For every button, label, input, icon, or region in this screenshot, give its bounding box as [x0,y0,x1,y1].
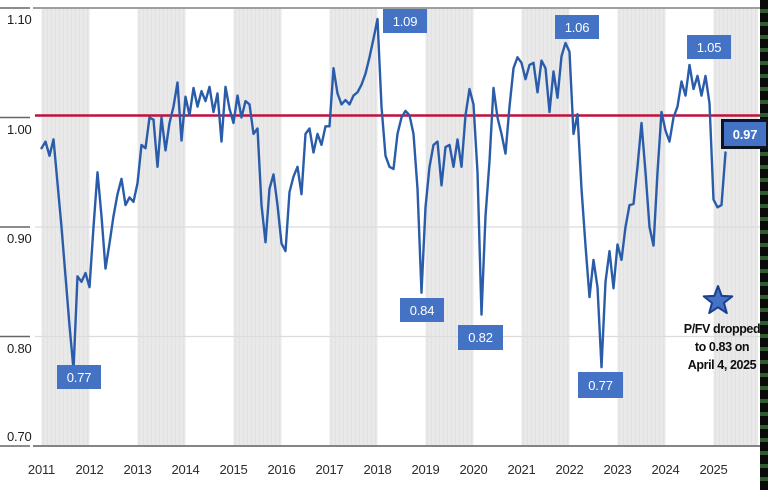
x-year-label: 2025 [699,462,728,477]
x-year-label: 2016 [267,462,296,477]
drop-note-line: April 4, 2025 [687,358,757,372]
x-year-label: 2011 [27,462,56,477]
x-year-label: 2012 [75,462,104,477]
value-callout-106-2022: 1.06 [555,15,599,39]
drop-note-line: P/FV dropped [683,322,761,336]
value-callout-109-2018: 1.09 [383,9,427,33]
x-year-label: 2022 [555,462,584,477]
y-tick-label: 1.10 [7,12,32,27]
star-icon [702,285,734,315]
value-callout-077-2011: 0.77 [57,365,101,389]
x-year-label: 2018 [363,462,392,477]
x-year-label: 2014 [171,462,200,477]
x-year-label: 2019 [411,462,440,477]
y-tick-label: 0.70 [7,429,32,444]
value-callout-082-2020: 0.82 [458,325,503,350]
value-callout-097-latest: 0.97 [721,119,768,149]
value-callout-105-2024: 1.05 [687,35,731,59]
drop-note-line: to 0.83 on [694,340,750,354]
x-year-label: 2013 [123,462,152,477]
x-year-label: 2017 [315,462,344,477]
x-year-label: 2023 [603,462,632,477]
drop-note: P/FV dropped to 0.83 on April 4, 2025 [678,320,766,374]
x-year-label: 2021 [507,462,536,477]
y-tick-label: 0.90 [7,231,32,246]
value-callout-084-2018: 0.84 [400,298,444,322]
x-year-label: 2015 [219,462,248,477]
value-callout-077-2022: 0.77 [578,372,623,398]
screenshot-edge-strip [760,0,768,490]
x-year-label: 2020 [459,462,488,477]
x-year-label: 2024 [651,462,680,477]
y-tick-label: 1.00 [7,121,32,137]
y-tick-label: 0.80 [7,340,32,356]
price-fair-value-line [40,17,727,371]
